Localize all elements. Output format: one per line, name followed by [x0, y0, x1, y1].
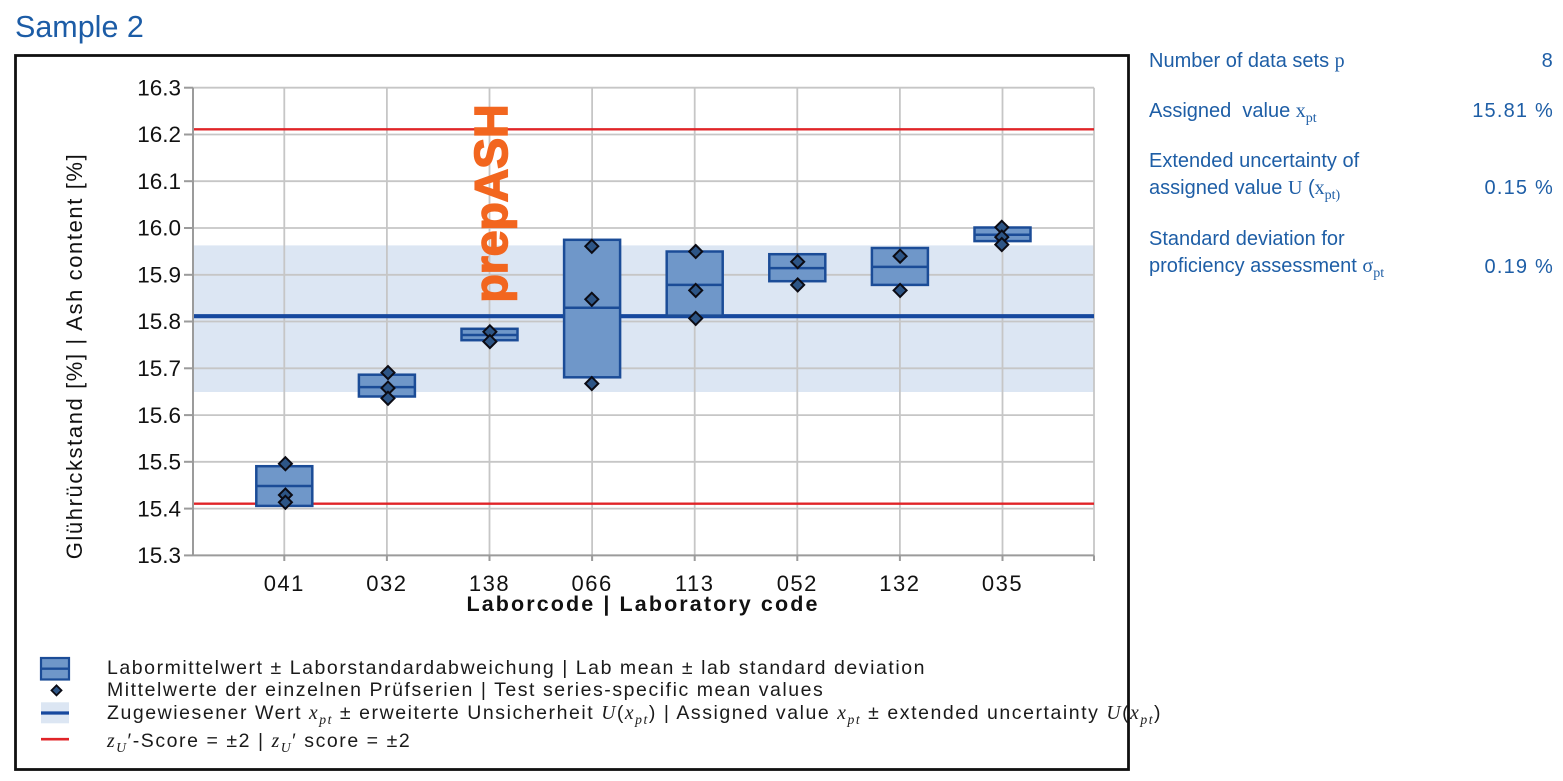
svg-text:132: 132	[879, 571, 920, 596]
svg-text:15.7: 15.7	[137, 356, 181, 381]
svg-text:15.9: 15.9	[137, 263, 181, 288]
svg-text:16.2: 16.2	[137, 122, 181, 147]
svg-text:15.8: 15.8	[137, 309, 181, 334]
svg-text:052: 052	[777, 571, 818, 596]
svg-text:16.3: 16.3	[137, 75, 181, 100]
svg-text:prepASH: prepASH	[465, 105, 517, 303]
svg-text:035: 035	[982, 571, 1023, 596]
svg-text:138: 138	[469, 571, 510, 596]
svg-text:113: 113	[675, 571, 715, 596]
svg-text:032: 032	[366, 571, 407, 596]
svg-text:15.5: 15.5	[137, 450, 181, 475]
svg-text:066: 066	[571, 571, 612, 596]
svg-text:15.4: 15.4	[137, 496, 181, 521]
svg-text:16.0: 16.0	[137, 216, 181, 241]
svg-text:16.1: 16.1	[137, 169, 181, 194]
svg-text:15.6: 15.6	[137, 403, 181, 428]
svg-text:Glührückstand [%] | Ash conten: Glührückstand [%] | Ash content [%]	[62, 153, 87, 560]
svg-text:Laborcode | Laboratory code: Laborcode | Laboratory code	[466, 592, 819, 616]
svg-text:15.3: 15.3	[137, 543, 181, 568]
svg-text:041: 041	[264, 571, 305, 596]
